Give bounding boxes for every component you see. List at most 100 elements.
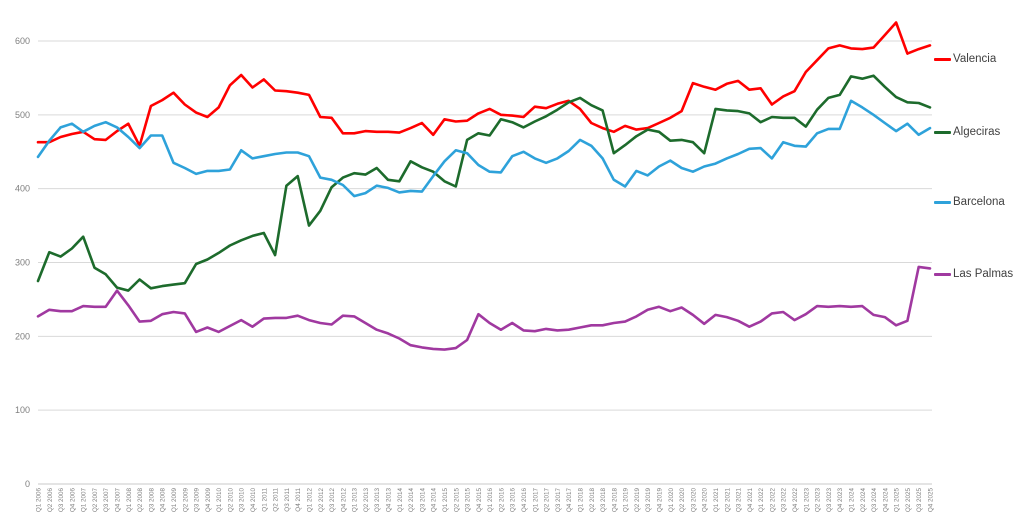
x-axis-label: Q4 2022 xyxy=(792,488,799,513)
x-axis-label: Q1 2015 xyxy=(442,488,449,513)
legend-label-laspalmas: Las Palmas xyxy=(953,268,1014,280)
x-axis-label: Q4 2021 xyxy=(747,488,754,513)
x-axis-label: Q2 2024 xyxy=(860,488,867,513)
x-axis-label: Q4 2014 xyxy=(431,488,438,513)
x-axis-label: Q4 2007 xyxy=(115,488,122,513)
y-axis-label-0: 0 xyxy=(25,479,30,489)
x-axis-label: Q3 2023 xyxy=(826,488,833,513)
x-axis-label: Q2 2012 xyxy=(318,488,325,513)
y-axis-label-100: 100 xyxy=(15,405,30,415)
x-axis-label: Q3 2010 xyxy=(239,488,246,513)
x-axis-label: Q3 2011 xyxy=(284,488,291,512)
x-axis-label: Q1 2020 xyxy=(668,488,675,513)
x-axis-label: Q1 2008 xyxy=(126,488,133,513)
legend-item-laspalmas: Las Palmas xyxy=(934,267,1013,281)
y-axis-label-600: 600 xyxy=(15,36,30,46)
x-axis-label: Q4 2009 xyxy=(205,488,212,513)
algeciras-line-swatch xyxy=(934,130,951,134)
x-axis-label: Q2 2008 xyxy=(137,488,144,513)
series-line-algeciras xyxy=(36,74,932,292)
x-axis-label: Q2 2018 xyxy=(589,488,596,513)
x-axis-label: Q4 2025 xyxy=(928,488,935,513)
x-axis-label: Q3 2012 xyxy=(329,488,336,513)
x-axis-label: Q4 2020 xyxy=(702,488,709,513)
series-line-barcelona xyxy=(36,99,932,198)
x-axis-label: Q1 2009 xyxy=(171,488,178,513)
x-axis-label: Q4 2017 xyxy=(566,488,573,513)
x-axis-label: Q3 2019 xyxy=(645,488,652,513)
x-axis-label: Q2 2014 xyxy=(408,488,415,513)
y-axis-label-400: 400 xyxy=(15,184,30,194)
x-axis-label: Q2 2025 xyxy=(905,488,912,513)
x-axis-label: Q4 2023 xyxy=(837,488,844,513)
x-axis-label: Q3 2018 xyxy=(600,488,607,513)
x-axis-label: Q1 2010 xyxy=(216,488,223,513)
x-axis-label: Q3 2022 xyxy=(781,488,788,513)
x-axis-label: Q1 2023 xyxy=(803,488,810,513)
x-axis-label: Q1 2014 xyxy=(397,488,404,513)
x-axis-label: Q1 2007 xyxy=(81,488,88,513)
x-axis-label: Q4 2012 xyxy=(340,488,347,513)
x-axis-label: Q3 2007 xyxy=(103,488,110,513)
x-axis-label: Q4 2015 xyxy=(476,488,483,513)
x-axis-label: Q4 2013 xyxy=(386,488,393,513)
x-axis-label: Q2 2009 xyxy=(182,488,189,513)
x-axis-label: Q2 2006 xyxy=(47,488,54,513)
legend-item-valencia: Valencia xyxy=(934,52,996,66)
legend-item-barcelona: Barcelona xyxy=(934,195,1005,209)
x-axis-label: Q1 2013 xyxy=(352,488,359,513)
y-axis-label-200: 200 xyxy=(15,331,30,341)
x-axis-label: Q3 2015 xyxy=(465,488,472,513)
x-axis-label: Q2 2016 xyxy=(498,488,505,513)
x-axis-label: Q2 2020 xyxy=(679,488,686,513)
x-axis-label: Q3 2020 xyxy=(690,488,697,513)
x-axis-label: Q4 2016 xyxy=(521,488,528,513)
legend-label-algeciras: Algeciras xyxy=(953,126,1001,138)
x-axis-label: Q4 2011 xyxy=(295,488,302,512)
legend-item-algeciras: Algeciras xyxy=(934,125,1000,139)
x-axis-label: Q4 2019 xyxy=(657,488,664,513)
x-axis-label: Q1 2024 xyxy=(848,488,855,513)
legend-label-valencia: Valencia xyxy=(953,53,997,65)
x-axis-label: Q3 2021 xyxy=(736,488,743,513)
x-axis-label: Q1 2017 xyxy=(532,488,539,513)
x-axis-label: Q1 2025 xyxy=(894,488,901,513)
x-axis-label: Q3 2008 xyxy=(148,488,155,513)
valencia-line-swatch xyxy=(934,57,951,61)
x-axis-label: Q1 2018 xyxy=(577,488,584,513)
x-axis-label: Q1 2006 xyxy=(36,488,43,513)
y-axis-label-300: 300 xyxy=(15,258,30,268)
x-axis-label: Q2 2007 xyxy=(92,488,99,513)
x-axis-label: Q1 2016 xyxy=(487,488,494,513)
x-axis-label: Q2 2023 xyxy=(815,488,822,513)
x-axis-label: Q1 2012 xyxy=(306,488,313,513)
x-axis-label: Q4 2018 xyxy=(611,488,618,513)
x-axis-label: Q2 2013 xyxy=(363,488,370,513)
x-axis-label: Q1 2011 xyxy=(261,488,268,512)
x-axis-label: Q2 2022 xyxy=(769,488,776,513)
x-axis-label: Q2 2015 xyxy=(453,488,460,513)
x-axis-label: Q4 2006 xyxy=(69,488,76,513)
x-axis-label: Q4 2010 xyxy=(250,488,257,513)
x-axis-label: Q3 2025 xyxy=(916,488,923,513)
x-axis-label: Q1 2019 xyxy=(623,488,630,513)
las-palmas-line-swatch xyxy=(934,272,951,276)
x-axis-label: Q3 2013 xyxy=(374,488,381,513)
x-axis-label: Q3 2009 xyxy=(194,488,201,513)
x-axis-label: Q2 2021 xyxy=(724,488,731,513)
x-axis-label: Q3 2014 xyxy=(419,488,426,513)
x-axis-label: Q2 2010 xyxy=(227,488,234,513)
x-axis-label: Q4 2024 xyxy=(882,488,889,513)
series-line-las-palmas xyxy=(36,265,932,351)
x-axis-label: Q2 2011 xyxy=(273,488,280,512)
x-axis-label: Q2 2017 xyxy=(544,488,551,513)
series-line-valencia xyxy=(36,21,932,148)
chart-legend: Valencia Algeciras Barcelona Las Palmas xyxy=(934,0,1024,524)
x-axis-label: Q1 2021 xyxy=(713,488,720,513)
y-axis-label-500: 500 xyxy=(15,110,30,120)
x-axis-label: Q3 2006 xyxy=(58,488,65,513)
x-axis-label: Q3 2016 xyxy=(510,488,517,513)
legend-label-barcelona: Barcelona xyxy=(953,196,1005,208)
